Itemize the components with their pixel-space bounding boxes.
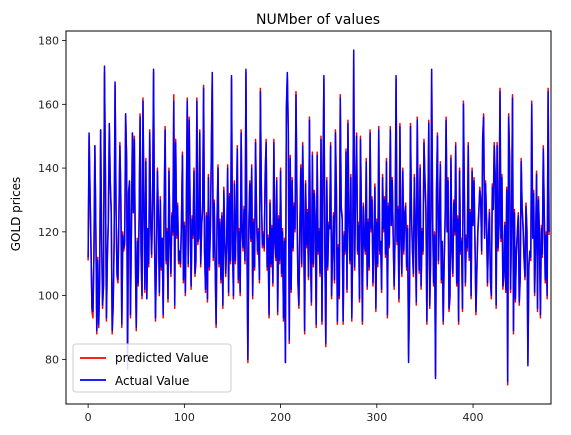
plot-frame [65, 30, 552, 405]
series-line-actual [87, 49, 550, 383]
series-lines [87, 49, 550, 386]
y-tick-label: 140 [38, 162, 59, 175]
x-tick-label: 100 [174, 411, 195, 424]
y-axis-label: GOLD prices [9, 177, 23, 252]
legend-box [72, 343, 232, 393]
legend: predicted Value Actual Value [72, 343, 232, 393]
y-tick-label: 100 [38, 290, 59, 303]
legend-label-actual: Actual Value [115, 374, 189, 388]
y-tick-label: 120 [38, 226, 59, 239]
y-tick-label: 180 [38, 35, 59, 48]
y-tick-label: 160 [38, 98, 59, 111]
x-tick-label: 200 [270, 411, 291, 424]
legend-label-predicted: predicted Value [115, 351, 209, 365]
x-tick-label: 0 [85, 411, 92, 424]
x-tick-label: 300 [366, 411, 387, 424]
axis-ticks: 0 100 200 300 400 80 100 120 140 160 180 [38, 35, 484, 424]
y-tick-label: 80 [45, 353, 59, 366]
chart-title: NUMber of values [256, 12, 380, 28]
x-tick-label: 400 [463, 411, 484, 424]
